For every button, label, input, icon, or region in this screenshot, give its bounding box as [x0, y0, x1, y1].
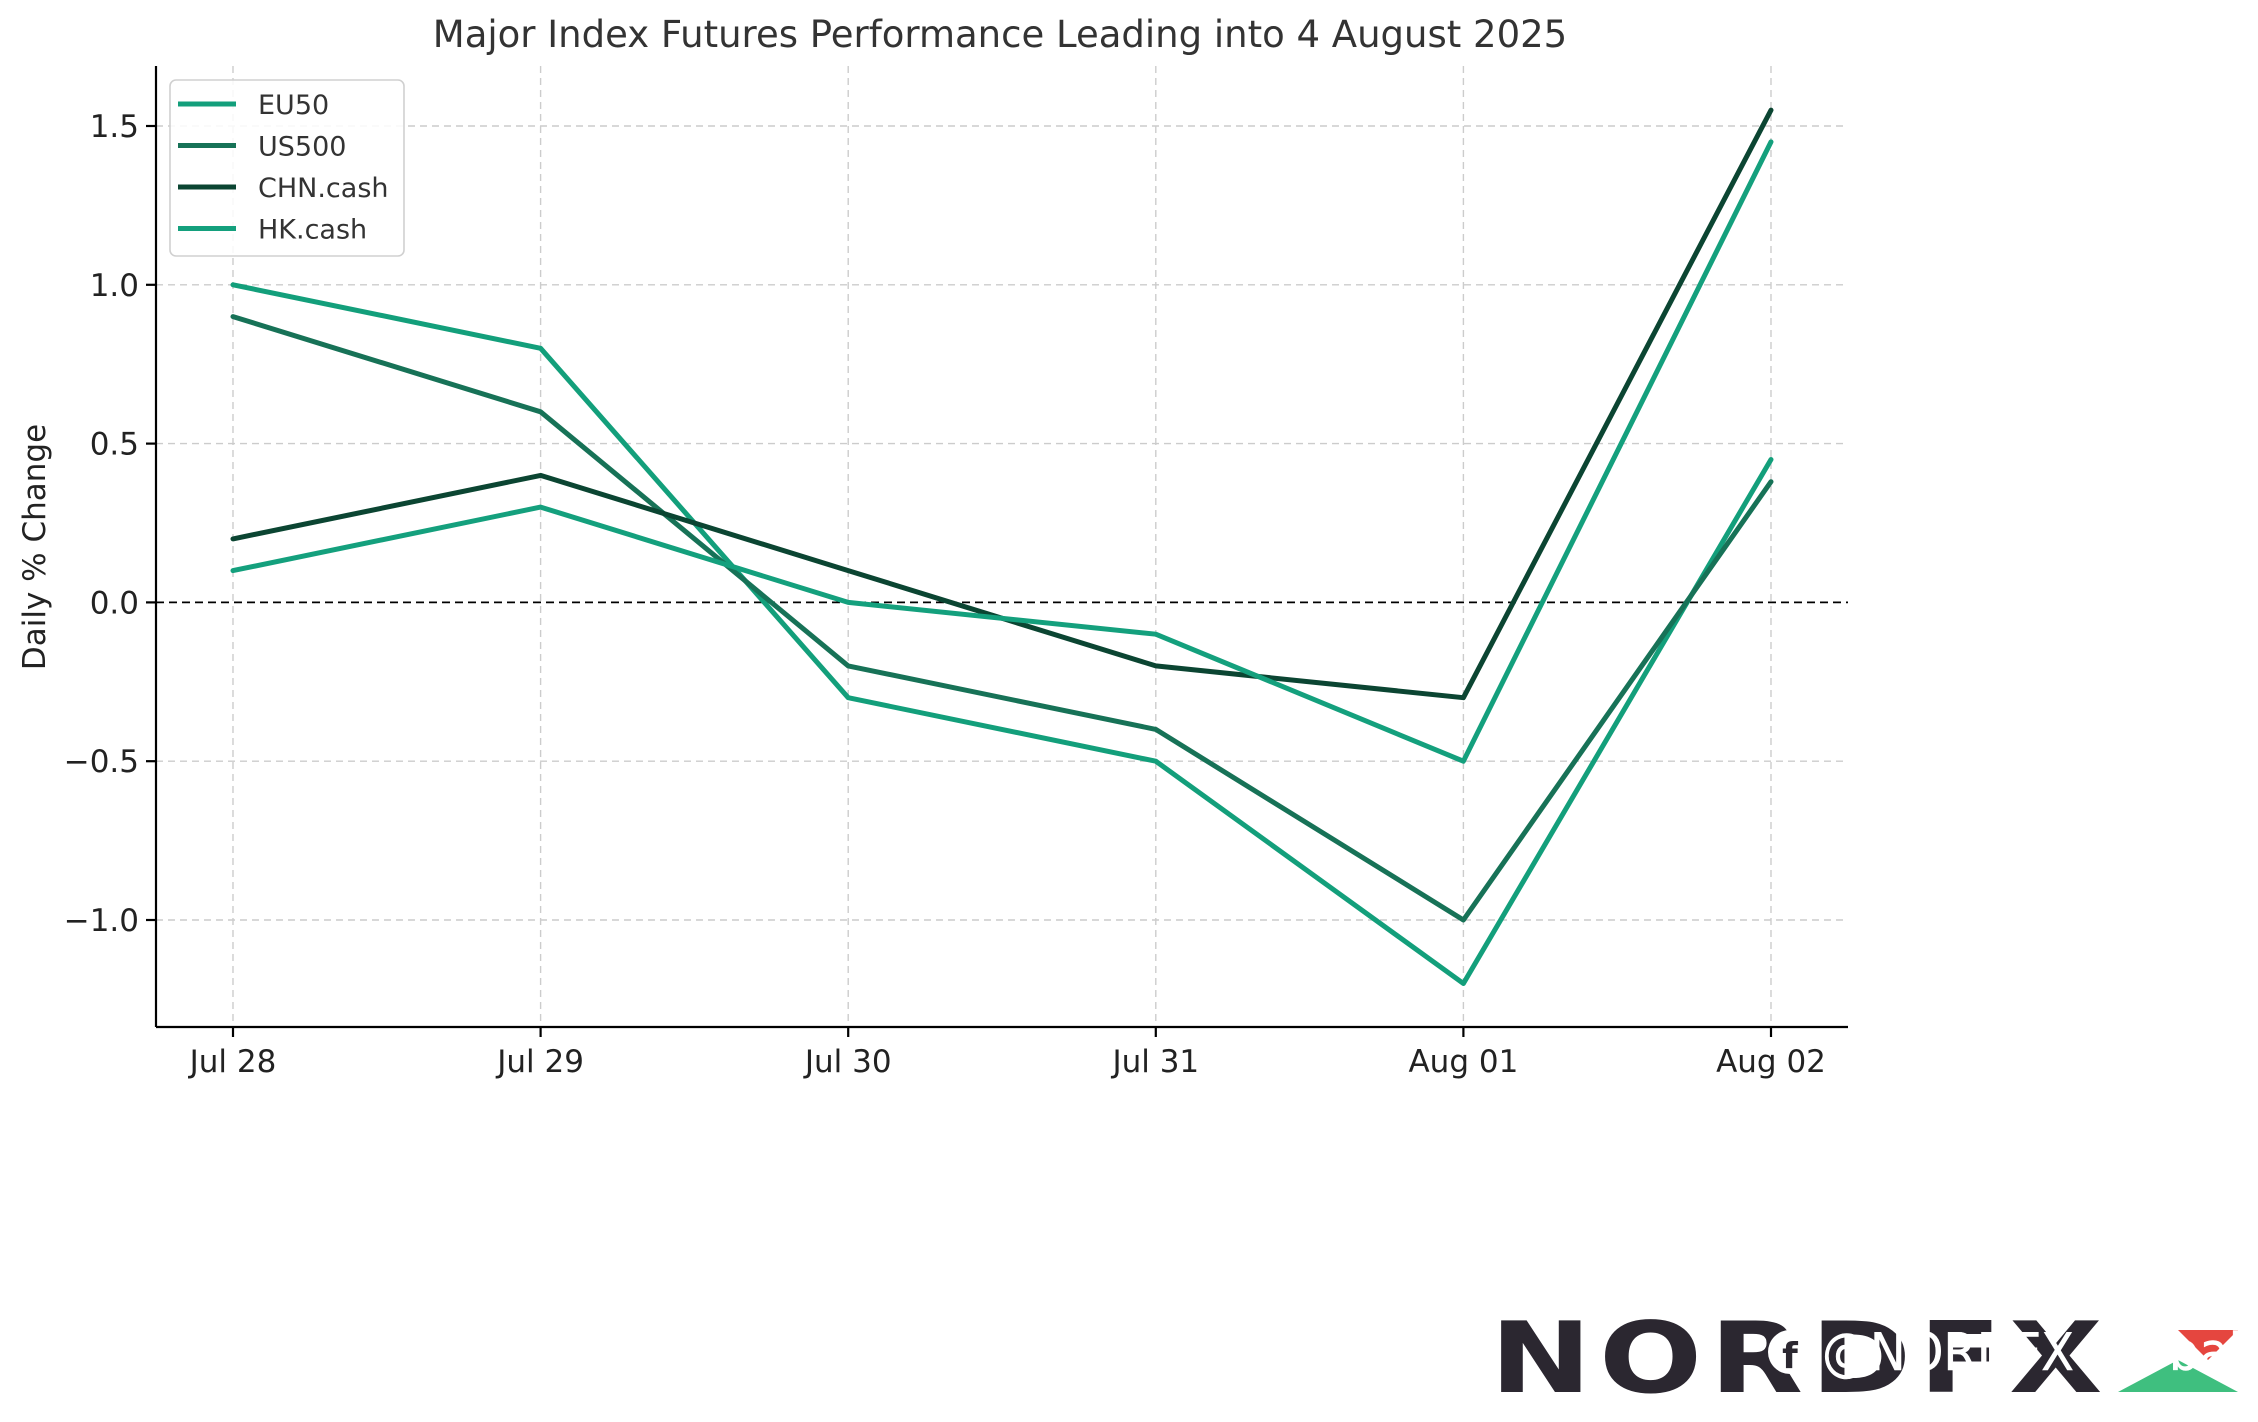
axes	[154, 66, 1848, 1029]
series-line-hk-cash	[230, 139, 1774, 764]
x-tick-label: Jul 29	[495, 1044, 584, 1080]
y-tick-label: 0.5	[90, 427, 139, 463]
y-tick-label: −0.5	[64, 744, 139, 780]
x-tick-label: Jul 31	[1110, 1044, 1199, 1080]
grid	[156, 66, 1848, 1027]
legend-label: CHN.cash	[258, 173, 389, 204]
x-tick-label: Aug 01	[1408, 1044, 1518, 1080]
logo-green-mark	[2118, 1360, 2238, 1392]
y-tick-label: 1.5	[90, 109, 139, 145]
y-tick-label: 1.0	[90, 268, 139, 304]
x-tick-label: Jul 28	[188, 1044, 277, 1080]
x-axis-ticks: Jul 28 Jul 29 Jul 30 Jul 31 Aug 01 Aug 02	[188, 1027, 1826, 1080]
y-tick-label: 0.0	[90, 585, 139, 621]
logo-red-mark	[2178, 1330, 2238, 1360]
legend: EU50 US500 CHN.cash HK.cash	[169, 79, 405, 257]
watermark-text: @NORDFX Global	[1822, 1323, 2242, 1383]
chart-title: Major Index Futures Performance Leading …	[433, 13, 1567, 56]
series-line-eu50	[230, 282, 1774, 986]
watermark: f @NORDFX Global	[1768, 1323, 2242, 1383]
legend-label: EU50	[258, 90, 329, 121]
y-axis-label: Daily % Change	[17, 424, 53, 670]
x-tick-label: Aug 02	[1716, 1044, 1826, 1080]
svg-text:f: f	[1782, 1336, 1798, 1377]
series-lines	[230, 107, 1774, 986]
x-tick-label: Jul 30	[803, 1044, 892, 1080]
y-axis-ticks: 1.5 1.0 0.5 0.0 −0.5 −1.0	[64, 109, 156, 939]
y-tick-label: −1.0	[64, 903, 139, 939]
legend-frame	[169, 79, 405, 257]
series-line-us500	[230, 314, 1774, 923]
legend-label: US500	[258, 132, 346, 163]
facebook-icon: f	[1768, 1330, 1812, 1377]
legend-label: HK.cash	[258, 215, 367, 246]
